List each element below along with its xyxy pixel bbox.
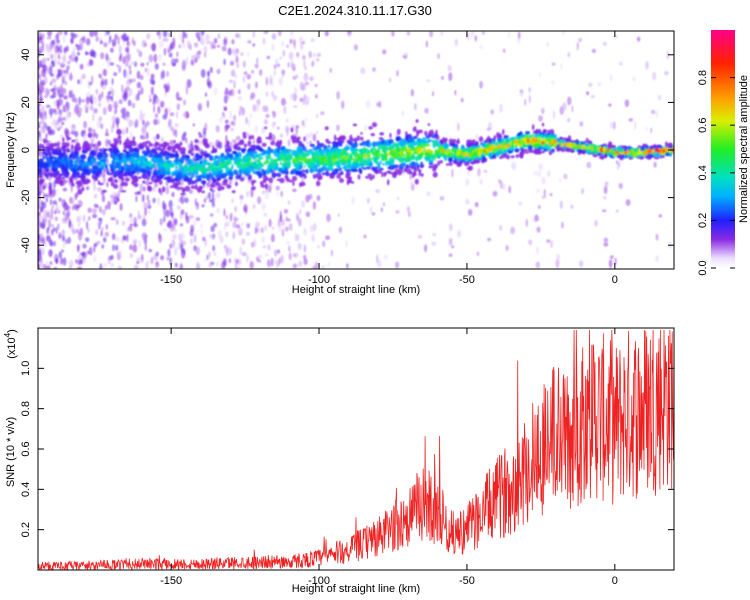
x-tick--150: -150: [160, 31, 182, 286]
x-tick-label: -50: [459, 575, 475, 587]
y-tick-0.6: 0.6: [20, 441, 674, 457]
y-tick-label: 1.0: [20, 361, 32, 376]
y-tick-0.8: 0.8: [20, 401, 674, 416]
colorbar-tick-0.6: 0.6: [697, 118, 735, 133]
y-tick--40: -40: [20, 237, 674, 253]
y-tick-0.2: 0.2: [20, 522, 674, 537]
x-tick--50: -50: [459, 328, 475, 587]
snr-scale-exp: 4: [3, 332, 12, 337]
y-tick-40: 40: [20, 49, 674, 61]
y-tick-label: 0.4: [20, 482, 32, 497]
x-tick-label: 0: [612, 575, 618, 587]
snr-series-line: [38, 329, 674, 570]
colorbar-tick-label: 0.8: [697, 70, 709, 85]
snr-y-scale-label: (x104): [3, 329, 18, 359]
spectrogram-x-axis-label: Height of straight line (km): [292, 284, 420, 296]
snr-panel: -150 -100 -50 0 0.2 0.4 0.6 0.8 1.0 Height of s…: [3, 327, 675, 595]
snr-scale-suffix: ): [6, 329, 18, 333]
x-tick-label: -150: [160, 575, 182, 587]
snr-scale-prefix: (x10: [6, 337, 18, 358]
x-tick--50: -50: [459, 31, 475, 286]
colorbar-tick-label: 0.2: [697, 213, 709, 228]
colorbar-ticks: 0.0 0.2 0.4 0.6 0.8: [697, 70, 735, 276]
x-tick-0: 0: [612, 31, 618, 286]
colorbar-tick-label: 0.0: [697, 260, 709, 275]
snr-y-ticks: 0.2 0.4 0.6 0.8 1.0: [20, 361, 674, 537]
x-tick-label: -50: [459, 274, 475, 286]
y-tick-label: 0: [20, 147, 32, 153]
colorbar-label: Normalized spectral amplitude: [738, 75, 750, 223]
y-tick-20: 20: [20, 96, 674, 109]
y-tick-label: 0.6: [20, 441, 32, 456]
y-tick--20: -20: [20, 190, 674, 206]
colorbar-tick-label: 0.4: [697, 165, 709, 180]
y-tick-label: 0.2: [20, 522, 32, 537]
colorbar-tick-label: 0.6: [697, 118, 709, 133]
snr-x-ticks: -150 -100 -50 0: [160, 328, 618, 587]
y-tick-0: 0: [20, 147, 674, 153]
colorbar-tick-0.8: 0.8: [697, 70, 735, 85]
y-tick-label: 40: [20, 49, 32, 61]
y-tick-label: -40: [20, 237, 32, 253]
spectrogram-panel: -150 -100 -50 0 -40 -20 0 20 40 Height of strai…: [5, 30, 675, 296]
y-tick-label: 20: [20, 96, 32, 108]
x-tick-label: -150: [160, 274, 182, 286]
colorbar-tick-0.2: 0.2: [697, 213, 735, 228]
y-tick-1: 1.0: [20, 361, 674, 376]
x-tick-label: -100: [308, 274, 330, 286]
spectrogram-y-axis-label: Frequency (Hz): [5, 112, 17, 188]
spectrogram-y-ticks: -40 -20 0 20 40: [20, 49, 674, 253]
colorbar: 0.0 0.2 0.4 0.6 0.8 Normalized spectral ampl…: [697, 30, 750, 276]
x-tick--100: -100: [308, 328, 330, 587]
svg-text:(x104): (x104): [3, 329, 18, 359]
y-tick-label: 0.8: [20, 401, 32, 416]
colorbar-tick-0.4: 0.4: [697, 165, 735, 180]
snr-x-axis-label: Height of straight line (km): [292, 583, 420, 595]
y-tick-label: -20: [20, 190, 32, 206]
colorbar-tick-0.0: 0.0: [697, 260, 735, 276]
spectrogram-heatmap: [38, 31, 674, 269]
colorbar-gradient: [711, 30, 735, 268]
x-tick-0: 0: [612, 328, 618, 587]
snr-y-axis-label: SNR (10 * v/v): [5, 417, 17, 487]
x-tick--100: -100: [308, 31, 330, 286]
x-tick--150: -150: [160, 328, 182, 587]
chart-title: C2E1.2024.310.11.17.G30: [278, 3, 432, 18]
x-tick-label: 0: [612, 274, 618, 286]
y-tick-0.4: 0.4: [20, 482, 674, 497]
x-tick-label: -100: [308, 575, 330, 587]
spectrogram-x-ticks: -150 -100 -50 0: [160, 31, 618, 286]
